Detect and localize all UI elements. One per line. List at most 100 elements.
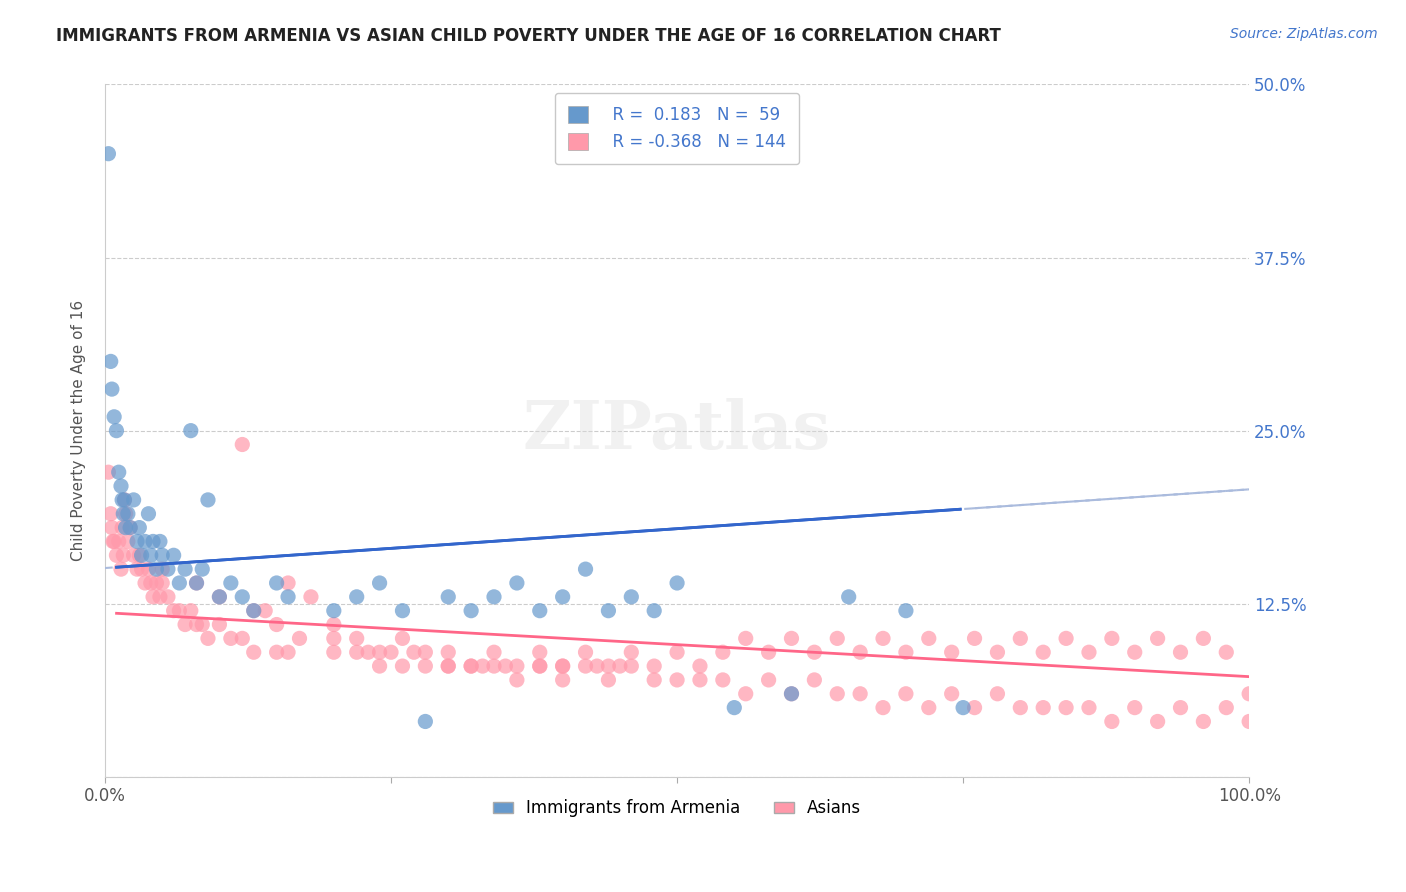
Point bbox=[197, 632, 219, 646]
Point bbox=[391, 604, 413, 618]
Text: IMMIGRANTS FROM ARMENIA VS ASIAN CHILD POVERTY UNDER THE AGE OF 16 CORRELATION C: IMMIGRANTS FROM ARMENIA VS ASIAN CHILD P… bbox=[56, 27, 1001, 45]
Point bbox=[1237, 687, 1260, 701]
Point bbox=[415, 645, 437, 659]
Point bbox=[1032, 700, 1054, 714]
Point bbox=[963, 632, 986, 646]
Point bbox=[803, 645, 825, 659]
Point bbox=[872, 700, 894, 714]
Point bbox=[894, 687, 917, 701]
Y-axis label: Child Poverty Under the Age of 16: Child Poverty Under the Age of 16 bbox=[72, 300, 86, 561]
Point bbox=[242, 645, 264, 659]
Point bbox=[107, 534, 129, 549]
Point bbox=[529, 659, 551, 673]
Point bbox=[551, 590, 574, 604]
Point bbox=[186, 576, 208, 591]
Point bbox=[114, 492, 136, 507]
Point bbox=[1170, 645, 1192, 659]
Point bbox=[299, 590, 322, 604]
Point bbox=[162, 549, 184, 563]
Point bbox=[689, 659, 711, 673]
Point bbox=[986, 645, 1008, 659]
Point bbox=[145, 576, 167, 591]
Point bbox=[134, 576, 156, 591]
Point bbox=[380, 645, 402, 659]
Point bbox=[149, 534, 172, 549]
Point bbox=[1192, 714, 1215, 729]
Point bbox=[586, 659, 609, 673]
Point bbox=[110, 562, 132, 576]
Point bbox=[150, 549, 173, 563]
Point bbox=[1170, 700, 1192, 714]
Point bbox=[150, 576, 173, 591]
Point bbox=[643, 673, 665, 687]
Point bbox=[734, 632, 756, 646]
Point bbox=[437, 659, 460, 673]
Point bbox=[551, 659, 574, 673]
Point bbox=[1078, 645, 1101, 659]
Point bbox=[482, 659, 505, 673]
Point bbox=[105, 424, 128, 438]
Point bbox=[471, 659, 494, 673]
Point bbox=[101, 382, 124, 396]
Point bbox=[112, 507, 135, 521]
Point bbox=[849, 687, 872, 701]
Point bbox=[266, 576, 288, 591]
Point bbox=[666, 645, 689, 659]
Point bbox=[277, 576, 299, 591]
Point bbox=[346, 645, 368, 659]
Point bbox=[128, 549, 150, 563]
Point bbox=[482, 645, 505, 659]
Point bbox=[391, 659, 413, 673]
Point bbox=[156, 562, 179, 576]
Point bbox=[128, 520, 150, 534]
Point bbox=[117, 534, 139, 549]
Point bbox=[266, 645, 288, 659]
Point bbox=[1146, 632, 1168, 646]
Point bbox=[122, 492, 145, 507]
Point bbox=[460, 659, 482, 673]
Point bbox=[963, 700, 986, 714]
Point bbox=[952, 700, 974, 714]
Point bbox=[174, 562, 197, 576]
Point bbox=[598, 659, 620, 673]
Point bbox=[169, 576, 191, 591]
Point bbox=[346, 632, 368, 646]
Point bbox=[1123, 700, 1146, 714]
Point bbox=[529, 645, 551, 659]
Point bbox=[494, 659, 516, 673]
Point bbox=[107, 465, 129, 479]
Point bbox=[758, 673, 780, 687]
Point bbox=[100, 507, 122, 521]
Point bbox=[1010, 632, 1032, 646]
Point bbox=[134, 534, 156, 549]
Point bbox=[266, 617, 288, 632]
Point bbox=[100, 354, 122, 368]
Point bbox=[191, 562, 214, 576]
Point bbox=[529, 659, 551, 673]
Point bbox=[112, 549, 135, 563]
Point bbox=[598, 604, 620, 618]
Point bbox=[120, 520, 142, 534]
Point bbox=[551, 659, 574, 673]
Point bbox=[117, 507, 139, 521]
Point bbox=[415, 714, 437, 729]
Point bbox=[114, 507, 136, 521]
Point bbox=[598, 673, 620, 687]
Point bbox=[1101, 714, 1123, 729]
Point bbox=[97, 465, 120, 479]
Point bbox=[277, 645, 299, 659]
Point bbox=[849, 645, 872, 659]
Point bbox=[574, 659, 596, 673]
Point bbox=[149, 590, 172, 604]
Point bbox=[609, 659, 631, 673]
Point bbox=[139, 549, 162, 563]
Point bbox=[620, 645, 643, 659]
Point bbox=[666, 673, 689, 687]
Point bbox=[415, 659, 437, 673]
Point bbox=[711, 673, 734, 687]
Point bbox=[97, 146, 120, 161]
Point bbox=[838, 590, 860, 604]
Point bbox=[894, 604, 917, 618]
Point bbox=[219, 576, 242, 591]
Point bbox=[131, 562, 153, 576]
